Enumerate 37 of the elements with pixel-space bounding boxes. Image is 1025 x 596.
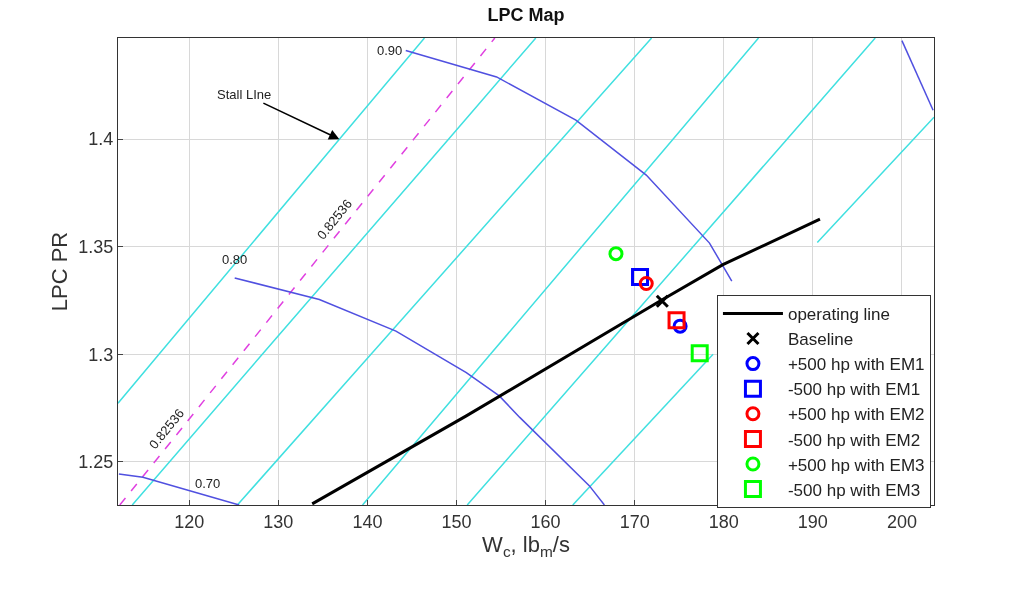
- line-series: [118, 38, 426, 404]
- annotation: 0.70: [195, 476, 221, 491]
- x-tick-label: 140: [352, 511, 383, 532]
- y-axis-title: LPC PR: [47, 231, 73, 312]
- point: [655, 294, 670, 309]
- legend-label: +500 hp with EM1: [787, 355, 925, 375]
- legend-label: operating line: [787, 305, 891, 325]
- legend-label: +500 hp with EM2: [787, 405, 925, 425]
- legend-label: Baseline: [787, 330, 854, 350]
- x-axis-title: W$_{c}$, lb$_{m}$/s: [482, 532, 570, 561]
- x-tick-label: 150: [441, 511, 472, 532]
- x-tick-label: 190: [797, 511, 828, 532]
- y-tick-label: 1.25: [78, 452, 114, 473]
- x-tick-label: 120: [174, 511, 205, 532]
- point: [608, 246, 624, 262]
- line-series: [361, 38, 760, 505]
- chart-title: LPC Map: [487, 4, 565, 25]
- legend-label: +500 hp with EM3: [787, 455, 925, 475]
- point: [690, 344, 709, 363]
- line-series: [233, 277, 606, 505]
- x-tick-label: 200: [886, 511, 917, 532]
- line-series: [118, 473, 240, 505]
- x-tick-label: 170: [619, 511, 650, 532]
- y-tick-label: 1.4: [88, 129, 114, 150]
- point: [638, 276, 654, 292]
- x-tick-label: 180: [708, 511, 739, 532]
- line-series: [404, 49, 733, 282]
- y-tick-label: 1.3: [88, 344, 114, 365]
- annotation: Stall LIne: [217, 87, 272, 102]
- x-tick-label: 130: [263, 511, 294, 532]
- legend-label: -500 hp with EM3: [787, 480, 921, 500]
- x-tick-label: 160: [530, 511, 561, 532]
- point: [667, 311, 686, 330]
- legend-label: -500 hp with EM2: [787, 430, 921, 450]
- legend-label: -500 hp with EM1: [787, 380, 921, 400]
- annotation: 0.90: [377, 43, 403, 58]
- y-tick-label: 1.35: [78, 237, 114, 258]
